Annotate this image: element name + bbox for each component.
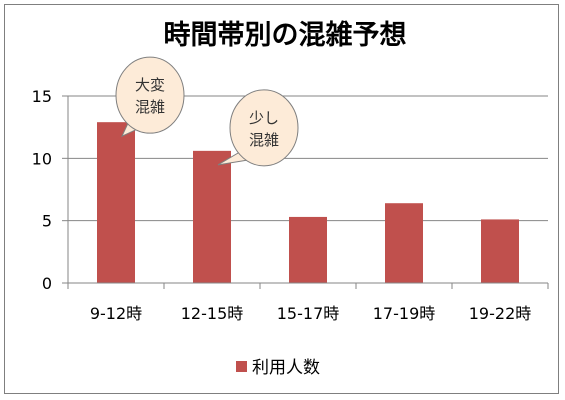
bar bbox=[289, 216, 327, 283]
bar bbox=[481, 219, 519, 283]
y-tick-label: 15 bbox=[32, 87, 52, 106]
x-tick-label: 19-22時 bbox=[469, 304, 532, 323]
bubble-body bbox=[115, 56, 185, 134]
bars bbox=[97, 122, 519, 284]
bubble-text: 混雑 bbox=[135, 98, 165, 116]
x-tick-label: 15-17時 bbox=[277, 304, 340, 323]
bar bbox=[193, 150, 231, 283]
bubble-seam bbox=[245, 145, 259, 158]
x-tick-label: 9-12時 bbox=[90, 304, 142, 323]
y-axis-ticks: 0 5 10 15 bbox=[32, 87, 69, 293]
x-axis-ticks: 9-12時 12-15時 15-17時 17-19時 19-22時 bbox=[67, 283, 549, 323]
bubble-text: 混雑 bbox=[249, 131, 279, 149]
y-tick-label: 10 bbox=[32, 149, 52, 168]
bubble-text: 大変 bbox=[135, 76, 165, 94]
x-tick-label: 17-19時 bbox=[373, 304, 436, 323]
chart-frame bbox=[4, 4, 559, 394]
legend: 利用人数 bbox=[236, 358, 320, 378]
legend-swatch bbox=[236, 361, 247, 372]
bar bbox=[385, 203, 423, 283]
y-tick-label: 0 bbox=[42, 274, 52, 293]
bar bbox=[97, 122, 135, 284]
bubble-body bbox=[229, 89, 299, 167]
bubble-seam bbox=[131, 113, 145, 125]
x-tick-label: 12-15時 bbox=[181, 304, 244, 323]
y-tick-label: 5 bbox=[42, 212, 52, 231]
legend-label: 利用人数 bbox=[252, 358, 320, 378]
chart-title: 時間帯別の混雑予想 bbox=[164, 19, 407, 51]
bubble-text: 少し bbox=[249, 109, 279, 127]
